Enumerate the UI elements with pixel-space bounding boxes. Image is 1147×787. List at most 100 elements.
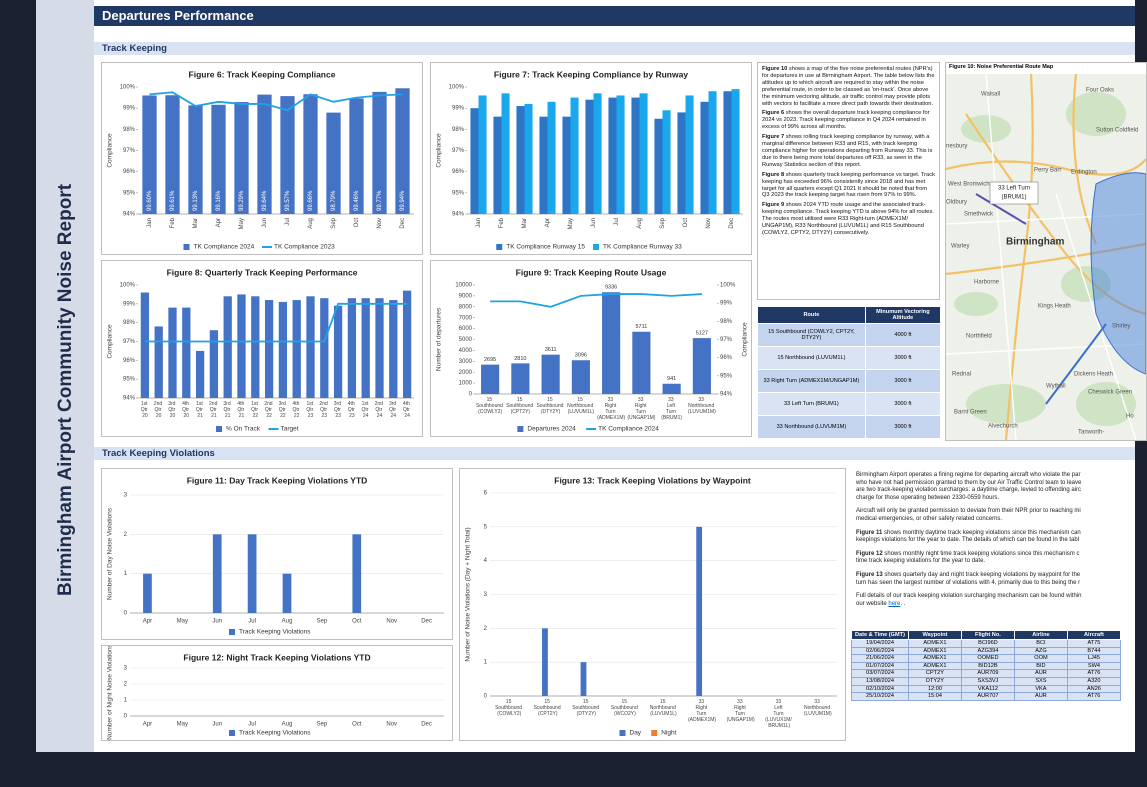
y-tick-label: 97% [720, 337, 733, 343]
table-cell: VKA112 [961, 685, 1014, 693]
legend-label: Target [281, 426, 299, 433]
x-tick-label: Jan [476, 218, 482, 228]
y-tick-label: 4 [484, 558, 488, 564]
text-line: time track keeping violations for the ye… [856, 558, 1130, 566]
line-text: shows monthly daytime track keeping viol… [882, 530, 1080, 536]
table-row: 01/07/2024ADMEX1BID12BBIDSW4 [852, 662, 1121, 670]
bar [709, 91, 717, 214]
x-tick-label: 15 Southbound (CPT2Y) [506, 397, 534, 415]
legend-swatch [229, 730, 235, 736]
label-line: 22 [294, 413, 300, 419]
y-tick-label: 10000 [455, 283, 472, 289]
y-tick-label: 96% [123, 169, 136, 175]
value-label: 99.77% [377, 190, 383, 211]
line-text: . . [900, 601, 905, 607]
chart-title: Figure 8: Quarterly Track Keeping Perfor… [167, 267, 358, 277]
label-line: (DTY2Y) [577, 711, 597, 717]
bar [572, 360, 590, 394]
paragraph: Figure 7 shows rolling track keeping com… [762, 134, 935, 169]
label-line: 21 [225, 413, 231, 419]
table-cell: 3000 ft [865, 416, 940, 439]
bar [375, 298, 383, 398]
map-label: Shirley [1112, 324, 1130, 330]
label-line: 21 [211, 413, 217, 419]
x-tick-label: Sep [331, 217, 337, 228]
map-label: Wythall [1046, 384, 1066, 390]
label-line: 20 [170, 413, 176, 419]
table-cell: AUR709 [961, 670, 1014, 678]
chart-panel: Figure 12: Night Track Keeping Violation… [101, 645, 453, 741]
bar [479, 95, 487, 214]
y-tick-label: 94% [123, 396, 136, 402]
table-cell: 19/04/2024 [852, 640, 909, 648]
y-tick-label: 5000 [459, 337, 473, 343]
legend-swatch [496, 244, 502, 250]
paragraph: Figure 9 shows 2024 YTD route usage and … [762, 202, 935, 237]
website-link[interactable]: here [888, 601, 900, 607]
x-tick-label: 33 Northbound (LUVUM1M) [688, 397, 716, 415]
chart-panel: Figure 9: Track Keeping Route Usage01000… [430, 260, 752, 437]
bar [481, 365, 499, 394]
bar [602, 292, 620, 394]
text-panel: Birmingham Airport operates a fining reg… [851, 468, 1135, 626]
value-label: 5711 [635, 324, 647, 330]
bar [248, 534, 257, 613]
map-label: Birmingham [1006, 237, 1064, 248]
bar [654, 119, 662, 214]
label-line: (LUVUM1M) [804, 711, 832, 717]
y-tick-label: 96% [452, 169, 465, 175]
bar [213, 534, 222, 613]
x-tick-label: Dec [421, 619, 432, 625]
y-axis-label: Compliance [107, 324, 114, 359]
chart: Figure 13: Track Keeping Violations by W… [460, 469, 845, 740]
y-tick-label: 98% [123, 127, 136, 133]
line-text: Aircraft will only be granted permission… [856, 508, 1081, 514]
chart: Figure 8: Quarterly Track Keeping Perfor… [102, 261, 422, 436]
figure-ref: Figure 12 [856, 551, 883, 557]
value-label: 941 [667, 376, 676, 382]
x-tick-label: 3rd Qtr 21 [223, 401, 232, 419]
label-line: 23 [322, 413, 328, 419]
table-cell: AUR [1014, 693, 1067, 701]
label-line: 20 [156, 413, 162, 419]
map-label: Cheswick Green [1088, 390, 1132, 396]
bar [539, 117, 547, 214]
x-tick-label: 2nd Qtr 23 [319, 401, 329, 419]
table-cell: LJ45 [1067, 655, 1120, 663]
x-tick-label: 33 Right Turn (ADMEX1M) [688, 699, 716, 723]
label-line: (COWLY2) [497, 711, 521, 717]
y-axis-label: Number of Noise Violations (Day + Night … [465, 527, 472, 661]
text-line: are two track-keeping violation surcharg… [856, 487, 1130, 495]
x-tick-label: Nov [706, 218, 712, 229]
map-label: Smethwick [964, 212, 994, 218]
paragraph: Figure 13 shows quarterly day and night … [856, 572, 1130, 587]
y-tick-label: 2 [124, 682, 128, 688]
table-cell: CPT2Y [908, 670, 961, 678]
table-cell: VKA [1014, 685, 1067, 693]
x-tick-label: 1st Qtr 24 [362, 401, 370, 419]
chart-title: Figure 12: Night Track Keeping Violation… [183, 652, 370, 662]
legend-label: Night [661, 730, 676, 737]
x-tick-label: 15 Southbound (DTY2Y) [572, 699, 600, 717]
value-label: 99.13% [193, 190, 199, 211]
legend-swatch [216, 426, 222, 432]
legend-label: TK Compliance 2024 [194, 244, 255, 251]
y-tick-label: 99% [123, 301, 136, 307]
x-tick-label: Feb [170, 217, 176, 228]
table-cell: AT76 [1067, 670, 1120, 678]
table-cell: 02/06/2024 [852, 647, 909, 655]
bar [542, 628, 548, 696]
figure-ref: Figure 11 [856, 530, 882, 536]
table-cell: OOMED [961, 655, 1014, 663]
route-table-panel: RouteMinumum Vectoring Altitude15 Southb… [757, 306, 941, 438]
label-line: (BRUM1) [661, 415, 682, 421]
bar [141, 293, 149, 398]
legend-label: TK Compliance Runway 33 [603, 244, 682, 251]
legend-label: Track Keeping Violations [239, 730, 311, 737]
bar [608, 98, 616, 214]
line-text: our website [856, 601, 888, 607]
header-cell: Aircraft [1067, 631, 1120, 640]
y-tick-label: 96% [123, 358, 136, 364]
table-cell: 33 Right Turn (ADMEX1M/UNGAP1M) [758, 370, 866, 393]
